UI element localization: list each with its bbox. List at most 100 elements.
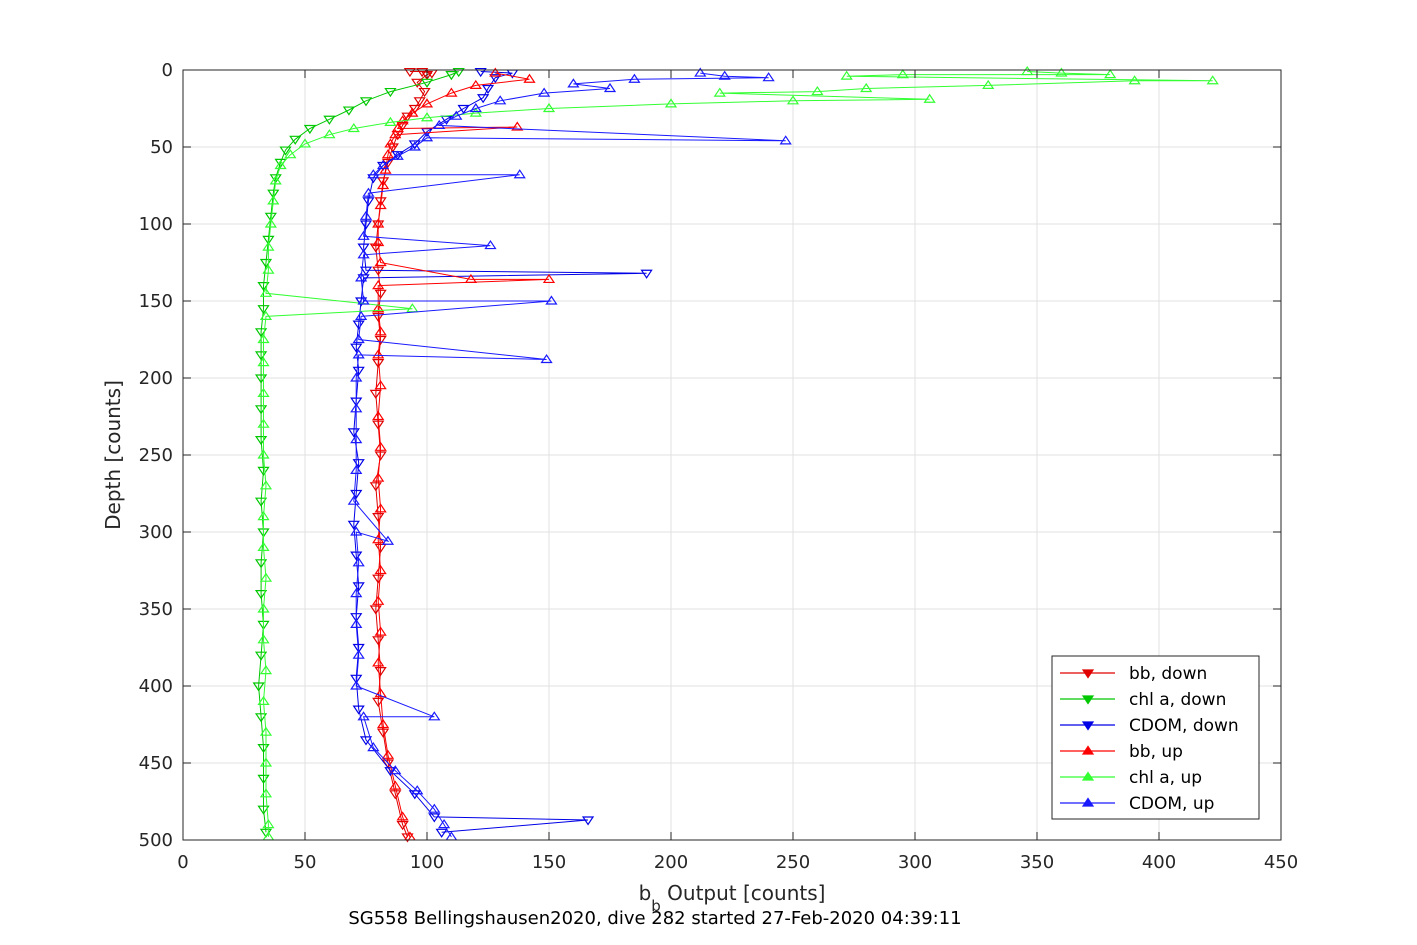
data-point-marker [367,742,380,752]
data-point-marker [664,98,678,108]
data-point-marker [374,256,387,267]
data-point-marker [350,526,363,536]
legend-label: chl a, down [1129,690,1226,710]
data-point-marker [259,665,273,675]
data-point-marker [381,535,395,545]
x-tick-label: 150 [532,852,566,873]
data-point-marker [411,785,424,795]
data-point-marker [357,249,370,259]
data-point-marker [298,138,312,148]
data-point-marker [1081,721,1095,731]
data-point-marker [359,736,373,746]
data-point-marker [372,266,385,276]
data-point-marker [367,169,380,179]
data-point-marker [840,70,853,80]
data-point-marker [384,767,397,777]
data-point-marker [347,495,360,505]
data-point-marker [381,749,395,759]
series-line [377,72,550,838]
data-point-marker [1081,797,1095,807]
data-point-marker [267,189,280,199]
data-point-marker [445,71,458,81]
data-point-marker [372,280,385,290]
data-point-marker [372,657,385,667]
data-point-marker [352,320,365,330]
data-point-marker [640,269,653,279]
data-point-marker [257,603,270,613]
data-point-marker [372,349,385,359]
data-point-marker [1081,771,1095,781]
data-point-marker [628,73,641,83]
data-point-marker [350,588,363,598]
data-point-marker [352,705,365,715]
data-point-marker [284,149,297,159]
data-point-marker [376,177,390,187]
legend-label: CDOM, down [1129,716,1239,736]
data-point-marker [257,541,270,552]
data-point-marker [1081,669,1095,679]
x-tick-label: 0 [177,852,188,873]
data-point-marker [389,780,402,790]
data-point-marker [401,833,414,843]
data-point-marker [372,574,385,584]
data-point-marker [252,682,265,692]
data-point-marker [350,343,363,353]
data-point-marker [257,333,270,344]
data-point-marker [352,349,365,359]
data-point-marker [420,78,434,88]
data-point-marker [372,472,385,482]
data-point-marker [259,310,273,320]
data-point-marker [259,757,273,767]
data-point-marker [372,636,385,646]
data-point-marker [694,67,707,77]
data-point-marker [369,389,382,399]
data-point-marker [359,97,373,107]
data-point-marker [376,718,390,729]
data-point-marker [269,174,282,184]
data-point-marker [303,124,317,135]
data-point-marker [403,67,417,78]
x-tick-label: 50 [294,852,317,873]
series-line [262,71,1213,837]
data-point-marker [1055,67,1068,77]
data-point-marker [537,87,551,97]
data-point-marker [389,765,402,775]
y-tick-label: 50 [150,137,173,158]
data-point-marker [374,335,387,346]
y-tick-label: 500 [139,830,173,851]
legend-label: bb, down [1129,664,1207,684]
data-point-marker [342,106,356,116]
data-point-marker [923,93,936,103]
data-point-marker [350,551,363,561]
data-point-marker [254,651,268,661]
x-axis-title-main: b [639,881,652,905]
data-point-marker [435,828,448,838]
data-point-marker [372,218,385,228]
data-point-marker [374,197,387,207]
data-point-marker [469,102,482,113]
data-point-marker [357,711,370,721]
x-axis-title-rest: Output [counts] [661,881,826,905]
data-point-marker [1104,69,1117,79]
data-point-marker [418,87,431,98]
legend-label: chl a, up [1129,768,1202,788]
data-point-marker [259,480,273,490]
data-point-marker [713,87,726,97]
data-point-marker [372,410,385,421]
data-point-marker [352,643,365,654]
y-tick-label: 150 [139,291,173,312]
data-point-marker [257,511,270,521]
data-point-marker [406,107,419,117]
data-point-marker [279,146,292,156]
data-point-marker [372,697,385,707]
data-point-marker [254,713,268,723]
x-axis-title-subscript: b [651,897,661,915]
data-point-marker [1081,695,1095,705]
x-tick-label: 450 [1264,852,1298,873]
data-point-marker [372,303,385,313]
data-point-marker [379,164,392,174]
legend-item: chl a, down [1060,690,1226,710]
data-point-marker [489,67,502,77]
data-point-marker [384,138,397,148]
